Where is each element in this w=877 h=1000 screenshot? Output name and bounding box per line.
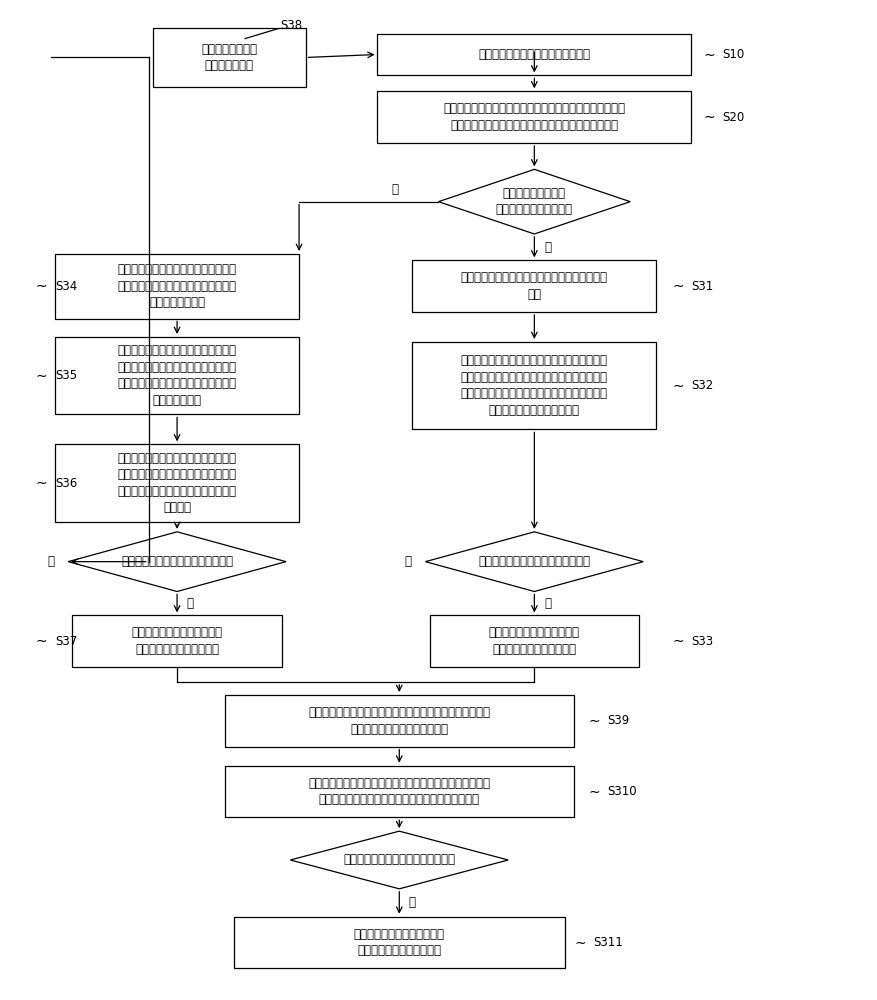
Text: 将第一预设水量作为允许进入
待排入污水处理系统的水量: 将第一预设水量作为允许进入 待排入污水处理系统的水量 bbox=[488, 626, 580, 656]
Polygon shape bbox=[438, 169, 631, 234]
Text: 第二理论水质特征满足预设处理条件: 第二理论水质特征满足预设处理条件 bbox=[121, 555, 233, 568]
Text: ∼: ∼ bbox=[36, 279, 47, 293]
Text: 获取第一预设水量的待处理污水对应的实际水质
特征: 获取第一预设水量的待处理污水对应的实际水质 特征 bbox=[460, 271, 608, 301]
Text: 否: 否 bbox=[47, 555, 54, 568]
Text: S35: S35 bbox=[55, 369, 77, 382]
Text: 向污水产出企业发
送污水处理通知: 向污水产出企业发 送污水处理通知 bbox=[202, 43, 257, 72]
Text: S310: S310 bbox=[608, 785, 638, 798]
Text: S37: S37 bbox=[55, 635, 77, 648]
Text: ∼: ∼ bbox=[574, 936, 586, 950]
Text: 获取待处理污水的生物抑制性指标值: 获取待处理污水的生物抑制性指标值 bbox=[478, 48, 590, 61]
Text: 第一理论水质特征满足预设处理条件: 第一理论水质特征满足预设处理条件 bbox=[478, 555, 590, 568]
FancyBboxPatch shape bbox=[430, 615, 639, 667]
Text: ∼: ∼ bbox=[703, 110, 715, 124]
Text: S32: S32 bbox=[691, 379, 714, 392]
Text: 第三理论水质特征满足预设处理条件: 第三理论水质特征满足预设处理条件 bbox=[343, 853, 455, 866]
Text: 否: 否 bbox=[391, 183, 398, 196]
Text: 根据第一水质样本特征和第二水质样本
特征，对废水生物处理数学模型中的模
型参数进行更新，得到更新后的废水生
物处理数学模型: 根据第一水质样本特征和第二水质样本 特征，对废水生物处理数学模型中的模 型参数进… bbox=[118, 344, 237, 407]
Text: ∼: ∼ bbox=[588, 714, 600, 728]
Text: S311: S311 bbox=[594, 936, 624, 949]
Text: 是: 是 bbox=[409, 896, 416, 909]
Text: S39: S39 bbox=[608, 714, 630, 727]
FancyBboxPatch shape bbox=[225, 766, 574, 817]
Polygon shape bbox=[425, 532, 644, 591]
Text: 是: 是 bbox=[544, 241, 551, 254]
Text: 是: 是 bbox=[544, 597, 551, 610]
Text: S38: S38 bbox=[280, 19, 302, 32]
Text: 获取第二预设水量的待处理污水对应的实际水质特征，第二
预设水量小于所述第一预设水量: 获取第二预设水量的待处理污水对应的实际水质特征，第二 预设水量小于所述第一预设水… bbox=[309, 706, 490, 736]
Text: ∼: ∼ bbox=[36, 476, 47, 490]
FancyBboxPatch shape bbox=[55, 254, 299, 319]
Text: 将第二预设水量作为允许进入
待排入污水处理系统的水量: 将第二预设水量作为允许进入 待排入污水处理系统的水量 bbox=[353, 928, 445, 957]
Text: ∼: ∼ bbox=[588, 784, 600, 798]
FancyBboxPatch shape bbox=[377, 34, 691, 75]
Text: 将待处理污水的生物抑制性指标值与预设阈值进行比对，其
中，预设阈值根据待排入污水处理系统的处理能力确定: 将待处理污水的生物抑制性指标值与预设阈值进行比对，其 中，预设阈值根据待排入污水… bbox=[444, 102, 625, 132]
Text: 否: 否 bbox=[404, 555, 411, 568]
Text: 是: 是 bbox=[187, 597, 194, 610]
Text: 将第一预设水量的待处理污水对应的实际水质特
征输入到预先建模得到的待排入污水处理系统的
废水生物处理数学模型，得到第一预设水量的待
处理污水的第一理论水质特征: 将第一预设水量的待处理污水对应的实际水质特 征输入到预先建模得到的待排入污水处理… bbox=[460, 354, 608, 417]
FancyBboxPatch shape bbox=[73, 615, 282, 667]
Text: 根据待处理污水的生物抑制性指标值以及第二预设水量的待
处理污水对应的实际水质特征计算第三理论水质特征: 根据待处理污水的生物抑制性指标值以及第二预设水量的待 处理污水对应的实际水质特征… bbox=[309, 777, 490, 806]
Text: ∼: ∼ bbox=[36, 369, 47, 383]
FancyBboxPatch shape bbox=[225, 695, 574, 747]
Text: ∼: ∼ bbox=[36, 634, 47, 648]
FancyBboxPatch shape bbox=[412, 342, 656, 429]
FancyBboxPatch shape bbox=[233, 917, 565, 968]
FancyBboxPatch shape bbox=[153, 28, 305, 87]
Text: ∼: ∼ bbox=[672, 634, 684, 648]
Text: 待处理污水的生物抑
制性指标值小于预设阈值: 待处理污水的生物抑 制性指标值小于预设阈值 bbox=[496, 187, 573, 216]
FancyBboxPatch shape bbox=[55, 337, 299, 414]
Text: 获取第一预设水量的待处理污水的第一
水质样本特征与待排入污水处理系统的
第二水质样本特征: 获取第一预设水量的待处理污水的第一 水质样本特征与待排入污水处理系统的 第二水质… bbox=[118, 263, 237, 309]
Text: ∼: ∼ bbox=[703, 47, 715, 61]
Text: S36: S36 bbox=[55, 477, 77, 490]
Text: 将第一预设水量的实际水质特征输入到
更新后的废水生物处理数学模型，得到
第一预设水量的待处理污水的第二理论
水质特征: 将第一预设水量的实际水质特征输入到 更新后的废水生物处理数学模型，得到 第一预设… bbox=[118, 452, 237, 514]
FancyBboxPatch shape bbox=[55, 444, 299, 522]
Text: S34: S34 bbox=[55, 280, 77, 293]
FancyBboxPatch shape bbox=[377, 91, 691, 143]
Text: S10: S10 bbox=[723, 48, 745, 61]
Polygon shape bbox=[68, 532, 286, 591]
Text: 将第一预设水量作为允许进入
待排入污水处理系统的水量: 将第一预设水量作为允许进入 待排入污水处理系统的水量 bbox=[132, 626, 223, 656]
Text: S20: S20 bbox=[723, 111, 745, 124]
Text: S31: S31 bbox=[691, 280, 714, 293]
Text: S33: S33 bbox=[691, 635, 713, 648]
Text: ∼: ∼ bbox=[672, 379, 684, 393]
Polygon shape bbox=[290, 831, 508, 889]
Text: ∼: ∼ bbox=[672, 279, 684, 293]
FancyBboxPatch shape bbox=[412, 260, 656, 312]
